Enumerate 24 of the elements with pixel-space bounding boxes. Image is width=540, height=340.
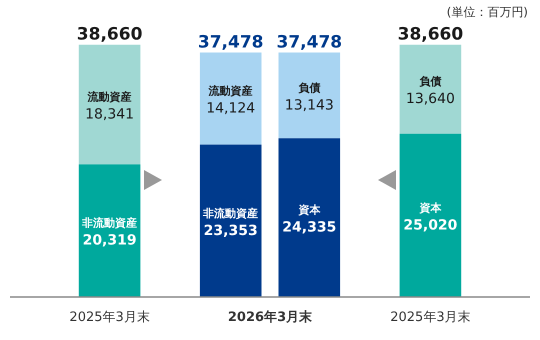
series-label: 流動資産 [86, 90, 132, 104]
data-label: 13,143 [284, 97, 334, 114]
data-label: 20,319 [82, 232, 137, 249]
text: 流動資産 [208, 84, 253, 98]
data-label: 14,124 [206, 100, 256, 117]
x-tick-label: 2025年3月末 [390, 310, 471, 325]
total-label: 37,478 [198, 32, 264, 52]
text: 資本 [298, 204, 320, 217]
x-tick-label: 2025年3月末 [69, 310, 150, 325]
total-label: 37,478 [276, 32, 342, 52]
data-label: 13,640 [406, 91, 455, 108]
series-label: 負債 [418, 75, 442, 88]
series-label: 資本 [418, 201, 442, 214]
x-tick-label: 2026年3月末 [228, 310, 314, 325]
data-label: 23,353 [204, 222, 258, 239]
text: 非流動資産 [203, 206, 258, 220]
data-label: 24,335 [282, 220, 336, 236]
series-label: 非流動資産 [81, 216, 138, 230]
data-label: 25,020 [403, 217, 458, 234]
text: (単位：百万円) [446, 4, 528, 21]
data-label: 18,341 [85, 106, 134, 123]
total-label: 38,660 [76, 24, 143, 45]
text: 負債 [298, 81, 320, 94]
total-label: 38,660 [398, 24, 464, 45]
